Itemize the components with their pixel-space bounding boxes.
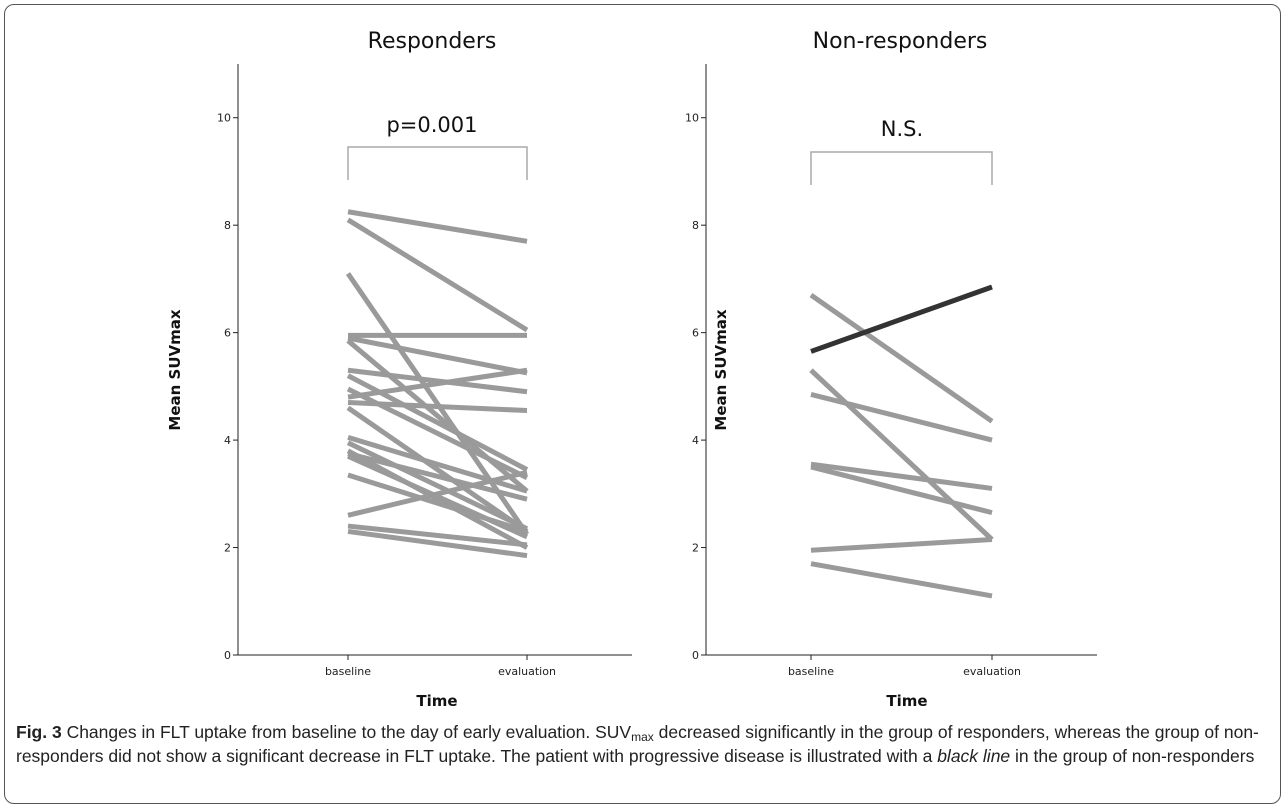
patient-line [346,440,529,531]
patient-line [347,528,528,559]
patient-line [810,464,993,516]
patient-line [347,209,528,244]
patient-line [346,405,529,534]
figure-caption: Fig. 3 Changes in FLT uptake from baseli… [16,720,1271,768]
responders-panel: Responders Mean SUVmax Time p=0.001 0 2 4 6… [166,29,632,710]
patient-line [347,472,528,534]
y-tick-label: 8 [692,219,699,232]
x-axis-label: Time [886,692,927,710]
patient-line [347,451,528,502]
y-axis-label: Mean SUVmax [166,309,184,430]
y-tick-label: 8 [224,219,231,232]
patient-line [809,292,994,424]
patient-line [810,391,993,443]
panel-title: Responders [368,29,497,54]
caption-text-3: in the group of non-responders [1010,746,1255,766]
caption-label: Fig. 3 [16,722,62,742]
y-tick-label: 10 [685,112,699,125]
figure-frame [4,4,1281,804]
y-axis-label: Mean SUVmax [712,309,730,430]
progressive-disease-line [810,284,993,354]
significance-label: N.S. [881,117,923,141]
y-tick-label: 4 [692,434,699,447]
non-responders-panel: Non-responders Mean SUVmax Time N.S. 0 2 4… [685,29,1097,710]
patient-line [347,435,528,494]
x-tick-label: evaluation [963,665,1021,678]
patient-line [347,367,528,395]
significance-bracket [810,151,993,185]
significance-label: p=0.001 [386,113,477,137]
y-tick-label: 6 [224,327,231,340]
y-tick-label: 0 [692,649,699,662]
patient-line [347,335,528,376]
figure-canvas: Responders Mean SUVmax Time p=0.001 0 2 4 6… [166,29,1097,710]
significance-bracket [347,146,528,180]
patient-line [810,536,993,553]
y-tick-label: 10 [217,112,231,125]
caption-subscript: max [631,730,654,744]
x-tick-label: baseline [325,665,371,678]
patient-line [347,469,528,518]
x-tick-label: evaluation [498,665,556,678]
caption-text-1: Changes in FLT uptake from baseline to t… [61,722,632,742]
patient-line [346,338,529,494]
y-tick-label: 0 [224,649,231,662]
y-tick-label: 6 [692,327,699,340]
patient-line [809,368,994,542]
panel-title: Non-responders [813,29,988,54]
x-tick-label: baseline [788,665,834,678]
patient-line [346,217,529,333]
patient-line [347,523,528,548]
x-axis-label: Time [416,692,457,710]
y-tick-label: 2 [692,542,699,555]
patient-line [810,461,993,491]
patient-line [347,399,528,414]
y-tick-label: 2 [224,542,231,555]
patient-line [347,367,528,400]
patient-line [810,561,993,599]
caption-italic: black line [937,746,1011,766]
caption-text-2: decreased significantly in the group of … [16,722,1259,766]
y-tick-label: 4 [224,434,231,447]
